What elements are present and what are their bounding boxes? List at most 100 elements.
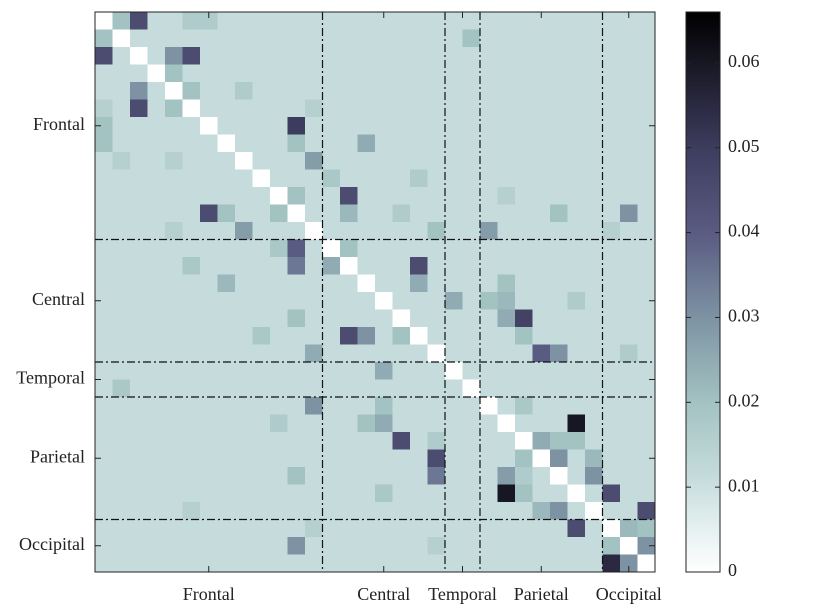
heatmap-cell xyxy=(95,432,113,450)
x-tick-label: Parietal xyxy=(514,584,569,604)
heatmap-cell xyxy=(515,449,533,468)
heatmap-cell xyxy=(445,502,463,520)
heatmap-cell xyxy=(182,397,201,415)
heatmap-cell xyxy=(322,449,341,468)
heatmap-cell xyxy=(357,502,376,520)
heatmap-cell xyxy=(270,292,288,310)
heatmap-cell xyxy=(130,449,148,468)
heatmap-cell xyxy=(585,117,603,135)
heatmap-cell xyxy=(235,344,253,363)
heatmap-cell xyxy=(392,29,411,48)
heatmap-cell xyxy=(235,309,253,328)
heatmap-cell xyxy=(357,222,376,240)
heatmap-cell xyxy=(445,99,463,118)
heatmap-cell xyxy=(252,169,271,188)
heatmap-cell xyxy=(427,309,446,328)
heatmap-cell xyxy=(217,12,236,30)
heatmap-cell xyxy=(322,99,341,118)
heatmap-cell xyxy=(357,117,376,135)
heatmap-cell xyxy=(252,344,271,363)
heatmap-cell xyxy=(147,519,166,538)
heatmap-cell xyxy=(130,239,148,258)
heatmap-cell xyxy=(147,274,166,293)
heatmap-cell xyxy=(200,449,218,468)
heatmap-cell xyxy=(217,467,236,485)
heatmap-cell xyxy=(147,432,166,450)
heatmap-cell xyxy=(235,204,253,223)
colorbar-tick-label: 0.01 xyxy=(728,475,760,495)
heatmap-cell xyxy=(462,379,481,398)
heatmap-cell xyxy=(497,99,516,118)
heatmap-cell xyxy=(550,467,568,485)
heatmap-cell xyxy=(95,99,113,118)
heatmap-cell xyxy=(305,274,323,293)
heatmap-cell xyxy=(620,99,638,118)
heatmap-cell xyxy=(497,82,516,100)
heatmap-cell xyxy=(375,467,393,485)
heatmap-cell xyxy=(620,327,638,345)
heatmap-cell xyxy=(182,99,201,118)
heatmap-cell xyxy=(585,292,603,310)
heatmap-cell xyxy=(497,239,516,258)
heatmap-cell xyxy=(480,519,498,538)
heatmap-cell xyxy=(340,257,358,275)
heatmap-cell xyxy=(112,397,131,415)
heatmap-cell xyxy=(480,47,498,65)
heatmap-cell xyxy=(620,82,638,100)
heatmap-cell xyxy=(235,239,253,258)
heatmap-cell xyxy=(515,117,533,135)
heatmap-cell xyxy=(637,467,656,485)
heatmap-cell xyxy=(462,432,481,450)
heatmap-cell xyxy=(165,239,183,258)
heatmap-cell xyxy=(392,344,411,363)
heatmap-cell xyxy=(375,257,393,275)
heatmap-cell xyxy=(497,204,516,223)
heatmap-cell xyxy=(462,47,481,65)
heatmap-cell xyxy=(462,362,481,380)
heatmap-cell xyxy=(602,502,621,520)
heatmap-cell xyxy=(585,344,603,363)
heatmap-cell xyxy=(235,327,253,345)
heatmap-cell xyxy=(287,327,306,345)
heatmap-cell xyxy=(410,502,428,520)
heatmap-cell xyxy=(620,274,638,293)
heatmap-cell xyxy=(305,344,323,363)
heatmap-cell xyxy=(480,432,498,450)
heatmap-cell xyxy=(200,414,218,433)
heatmap-cell xyxy=(532,432,551,450)
heatmap-cell xyxy=(532,274,551,293)
heatmap-cell xyxy=(585,502,603,520)
heatmap-cell xyxy=(532,327,551,345)
heatmap-cell xyxy=(620,519,638,538)
heatmap-cell xyxy=(410,432,428,450)
heatmap-cell xyxy=(357,292,376,310)
heatmap-cell xyxy=(550,344,568,363)
heatmap-cell xyxy=(497,344,516,363)
heatmap-cell xyxy=(445,432,463,450)
heatmap-cell xyxy=(585,239,603,258)
heatmap-cell xyxy=(200,467,218,485)
heatmap-cell xyxy=(147,554,166,573)
heatmap-cell xyxy=(497,222,516,240)
heatmap-cell xyxy=(270,64,288,83)
heatmap-cell xyxy=(95,187,113,205)
heatmap-cell xyxy=(147,484,166,503)
heatmap-cell xyxy=(375,82,393,100)
heatmap-cell xyxy=(95,467,113,485)
heatmap-cell xyxy=(392,327,411,345)
heatmap-cell xyxy=(550,484,568,503)
heatmap-cell xyxy=(217,414,236,433)
heatmap-cell xyxy=(95,134,113,153)
heatmap-cell xyxy=(182,362,201,380)
heatmap-cell xyxy=(445,274,463,293)
heatmap-cell xyxy=(270,274,288,293)
heatmap-cell xyxy=(95,152,113,170)
heatmap-cell xyxy=(217,554,236,573)
heatmap-cell xyxy=(462,12,481,30)
heatmap-cell xyxy=(340,29,358,48)
heatmap-cell xyxy=(147,344,166,363)
heatmap-cell xyxy=(392,47,411,65)
heatmap-cell xyxy=(620,134,638,153)
heatmap-cell xyxy=(270,502,288,520)
heatmap-cell xyxy=(410,397,428,415)
